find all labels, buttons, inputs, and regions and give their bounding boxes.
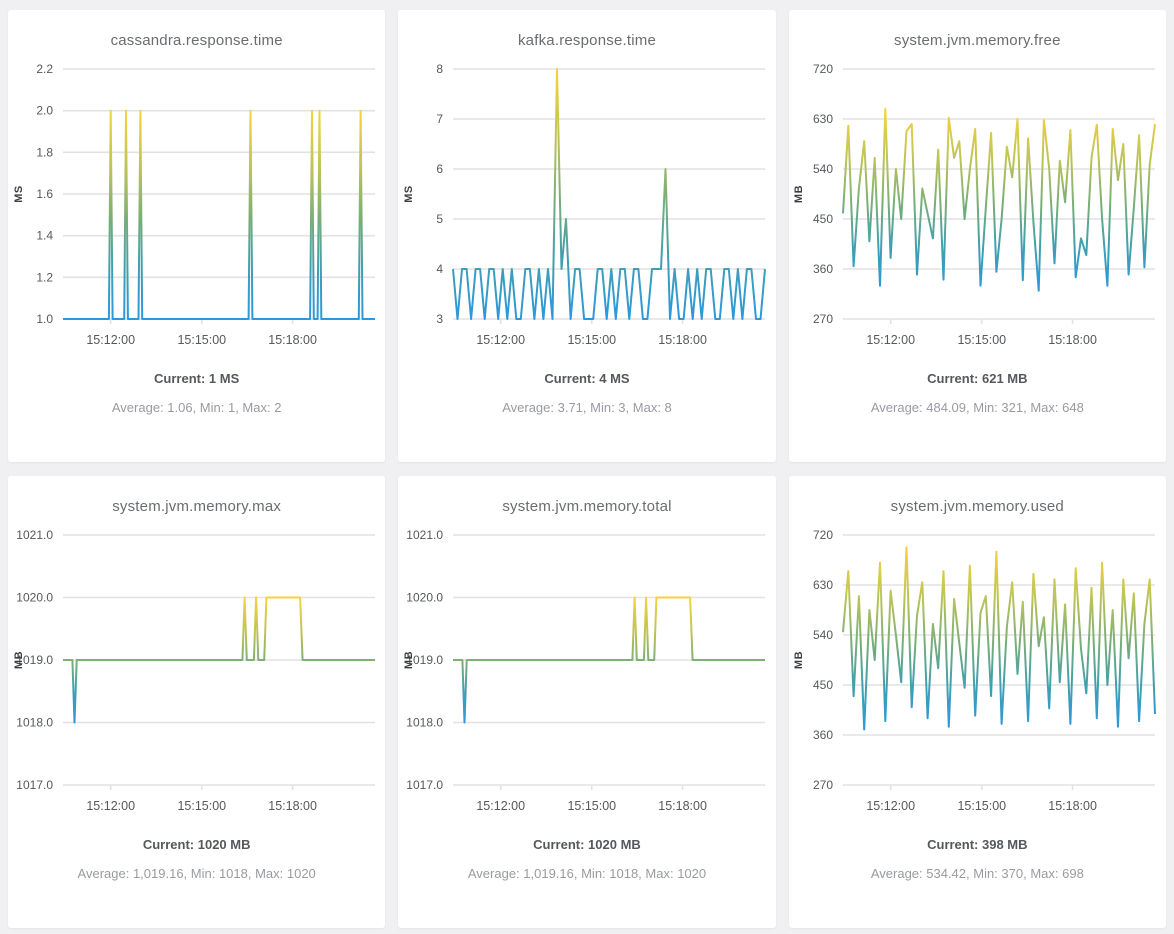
panel-system-jvm-memory-total: system.jvm.memory.total 1017.0 1018.0 1019… [398, 476, 776, 928]
panel-system-jvm-memory-used: system.jvm.memory.used 270 360 450 540 630 72… [788, 476, 1166, 928]
svg-text:450: 450 [813, 678, 833, 692]
svg-text:15:15:00: 15:15:00 [958, 799, 1007, 813]
svg-text:15:12:00: 15:12:00 [476, 799, 525, 813]
svg-text:270: 270 [813, 312, 833, 326]
svg-text:15:18:00: 15:18:00 [1049, 799, 1098, 813]
svg-text:1019.0: 1019.0 [16, 653, 53, 667]
svg-text:1021.0: 1021.0 [16, 528, 53, 542]
svg-text:MB: MB [13, 651, 25, 669]
svg-text:15:12:00: 15:12:00 [867, 799, 916, 813]
summary-stats-text: Average: 484.09, Min: 321, Max: 648 [870, 400, 1084, 415]
summary-stats-text: Average: 534.42, Min: 370, Max: 698 [870, 866, 1084, 881]
svg-text:15:18:00: 15:18:00 [658, 333, 707, 347]
svg-text:15:18:00: 15:18:00 [268, 333, 317, 347]
chart-title: system.jvm.memory.max [112, 498, 282, 515]
svg-text:630: 630 [813, 112, 833, 126]
jvm-memory-max-line-chart: 1017.0 1018.0 1019.0 1020.0 1021.0 15:12:00 15… [9, 523, 385, 821]
svg-text:1.8: 1.8 [36, 145, 53, 159]
kafka-response-time-line-chart: 3 4 5 6 7 8 15:12:00 15:15:00 15:18:00 MS [399, 57, 775, 355]
current-value-text: Current: 1020 MB [533, 837, 641, 852]
svg-text:1.6: 1.6 [36, 187, 53, 201]
summary-stats-text: Average: 3.71, Min: 3, Max: 8 [502, 400, 672, 415]
svg-text:8: 8 [436, 62, 443, 76]
svg-text:540: 540 [813, 162, 833, 176]
svg-text:270: 270 [813, 778, 833, 792]
svg-text:15:12:00: 15:12:00 [867, 333, 916, 347]
svg-text:450: 450 [813, 212, 833, 226]
current-value-text: Current: 4 MS [544, 371, 630, 386]
svg-text:7: 7 [436, 112, 443, 126]
svg-text:630: 630 [813, 578, 833, 592]
svg-text:4: 4 [436, 262, 443, 276]
svg-text:15:15:00: 15:15:00 [567, 799, 616, 813]
svg-text:720: 720 [813, 528, 833, 542]
cassandra-response-time-line-chart: 1.0 1.2 1.4 1.6 1.8 2.0 2.2 15:12:00 15:15:00 15:… [9, 57, 385, 355]
current-value-text: Current: 621 MB [927, 371, 1028, 386]
chart-title: system.jvm.memory.used [890, 498, 1064, 515]
chart-title: cassandra.response.time [110, 32, 283, 49]
svg-text:1018.0: 1018.0 [406, 716, 443, 730]
svg-text:MB: MB [793, 185, 805, 203]
chart-title: system.jvm.memory.total [502, 498, 672, 515]
svg-text:1017.0: 1017.0 [16, 778, 53, 792]
svg-text:15:15:00: 15:15:00 [567, 333, 616, 347]
svg-text:15:12:00: 15:12:00 [86, 799, 135, 813]
svg-text:6: 6 [436, 162, 443, 176]
jvm-memory-total-line-chart: 1017.0 1018.0 1019.0 1020.0 1021.0 15:12:00 15… [399, 523, 775, 821]
svg-text:15:15:00: 15:15:00 [958, 333, 1007, 347]
svg-text:540: 540 [813, 628, 833, 642]
dashboard-grid: cassandra.response.time 1.0 1.2 1.4 1.6 1.8 2… [8, 10, 1166, 928]
svg-text:15:18:00: 15:18:00 [1049, 333, 1098, 347]
svg-text:1020.0: 1020.0 [16, 591, 53, 605]
svg-text:15:12:00: 15:12:00 [476, 333, 525, 347]
svg-text:2.0: 2.0 [36, 104, 53, 118]
svg-text:1.0: 1.0 [36, 312, 53, 326]
svg-text:15:18:00: 15:18:00 [268, 799, 317, 813]
svg-text:1.4: 1.4 [36, 229, 53, 243]
svg-text:1021.0: 1021.0 [406, 528, 443, 542]
panel-cassandra-response-time: cassandra.response.time 1.0 1.2 1.4 1.6 1.8 2… [8, 10, 386, 462]
svg-text:360: 360 [813, 262, 833, 276]
svg-text:15:15:00: 15:15:00 [177, 333, 226, 347]
svg-text:MS: MS [13, 185, 25, 203]
svg-text:3: 3 [436, 312, 443, 326]
jvm-memory-free-line-chart: 270 360 450 540 630 720 15:12:00 15:15:00 15:18:… [789, 57, 1165, 355]
chart-title: system.jvm.memory.free [894, 32, 1061, 49]
svg-text:1018.0: 1018.0 [16, 716, 53, 730]
svg-text:1020.0: 1020.0 [406, 591, 443, 605]
svg-text:15:18:00: 15:18:00 [658, 799, 707, 813]
summary-stats-text: Average: 1,019.16, Min: 1018, Max: 1020 [77, 866, 316, 881]
panel-system-jvm-memory-free: system.jvm.memory.free 270 360 450 540 630 72… [788, 10, 1166, 462]
svg-text:1.2: 1.2 [36, 270, 53, 284]
current-value-text: Current: 398 MB [927, 837, 1028, 852]
svg-text:720: 720 [813, 62, 833, 76]
svg-text:15:12:00: 15:12:00 [86, 333, 135, 347]
svg-text:2.2: 2.2 [36, 62, 53, 76]
jvm-memory-used-line-chart: 270 360 450 540 630 720 15:12:00 15:15:00 15:18:… [789, 523, 1165, 821]
current-value-text: Current: 1020 MB [142, 837, 251, 852]
current-value-text: Current: 1 MS [154, 371, 240, 386]
svg-text:5: 5 [436, 212, 443, 226]
svg-text:360: 360 [813, 728, 833, 742]
summary-stats-text: Average: 1,019.16, Min: 1018, Max: 1020 [467, 866, 707, 881]
svg-text:1019.0: 1019.0 [406, 653, 443, 667]
svg-text:MS: MS [403, 185, 415, 203]
panel-system-jvm-memory-max: system.jvm.memory.max 1017.0 1018.0 1019.0… [8, 476, 386, 928]
panel-kafka-response-time: kafka.response.time 3 4 5 6 7 8 15:12:00 15:15:… [398, 10, 776, 462]
svg-text:MB: MB [793, 651, 805, 669]
svg-text:1017.0: 1017.0 [406, 778, 443, 792]
svg-text:MB: MB [403, 651, 415, 669]
summary-stats-text: Average: 1.06, Min: 1, Max: 2 [111, 400, 282, 415]
chart-title: kafka.response.time [517, 32, 656, 49]
svg-text:15:15:00: 15:15:00 [177, 799, 226, 813]
